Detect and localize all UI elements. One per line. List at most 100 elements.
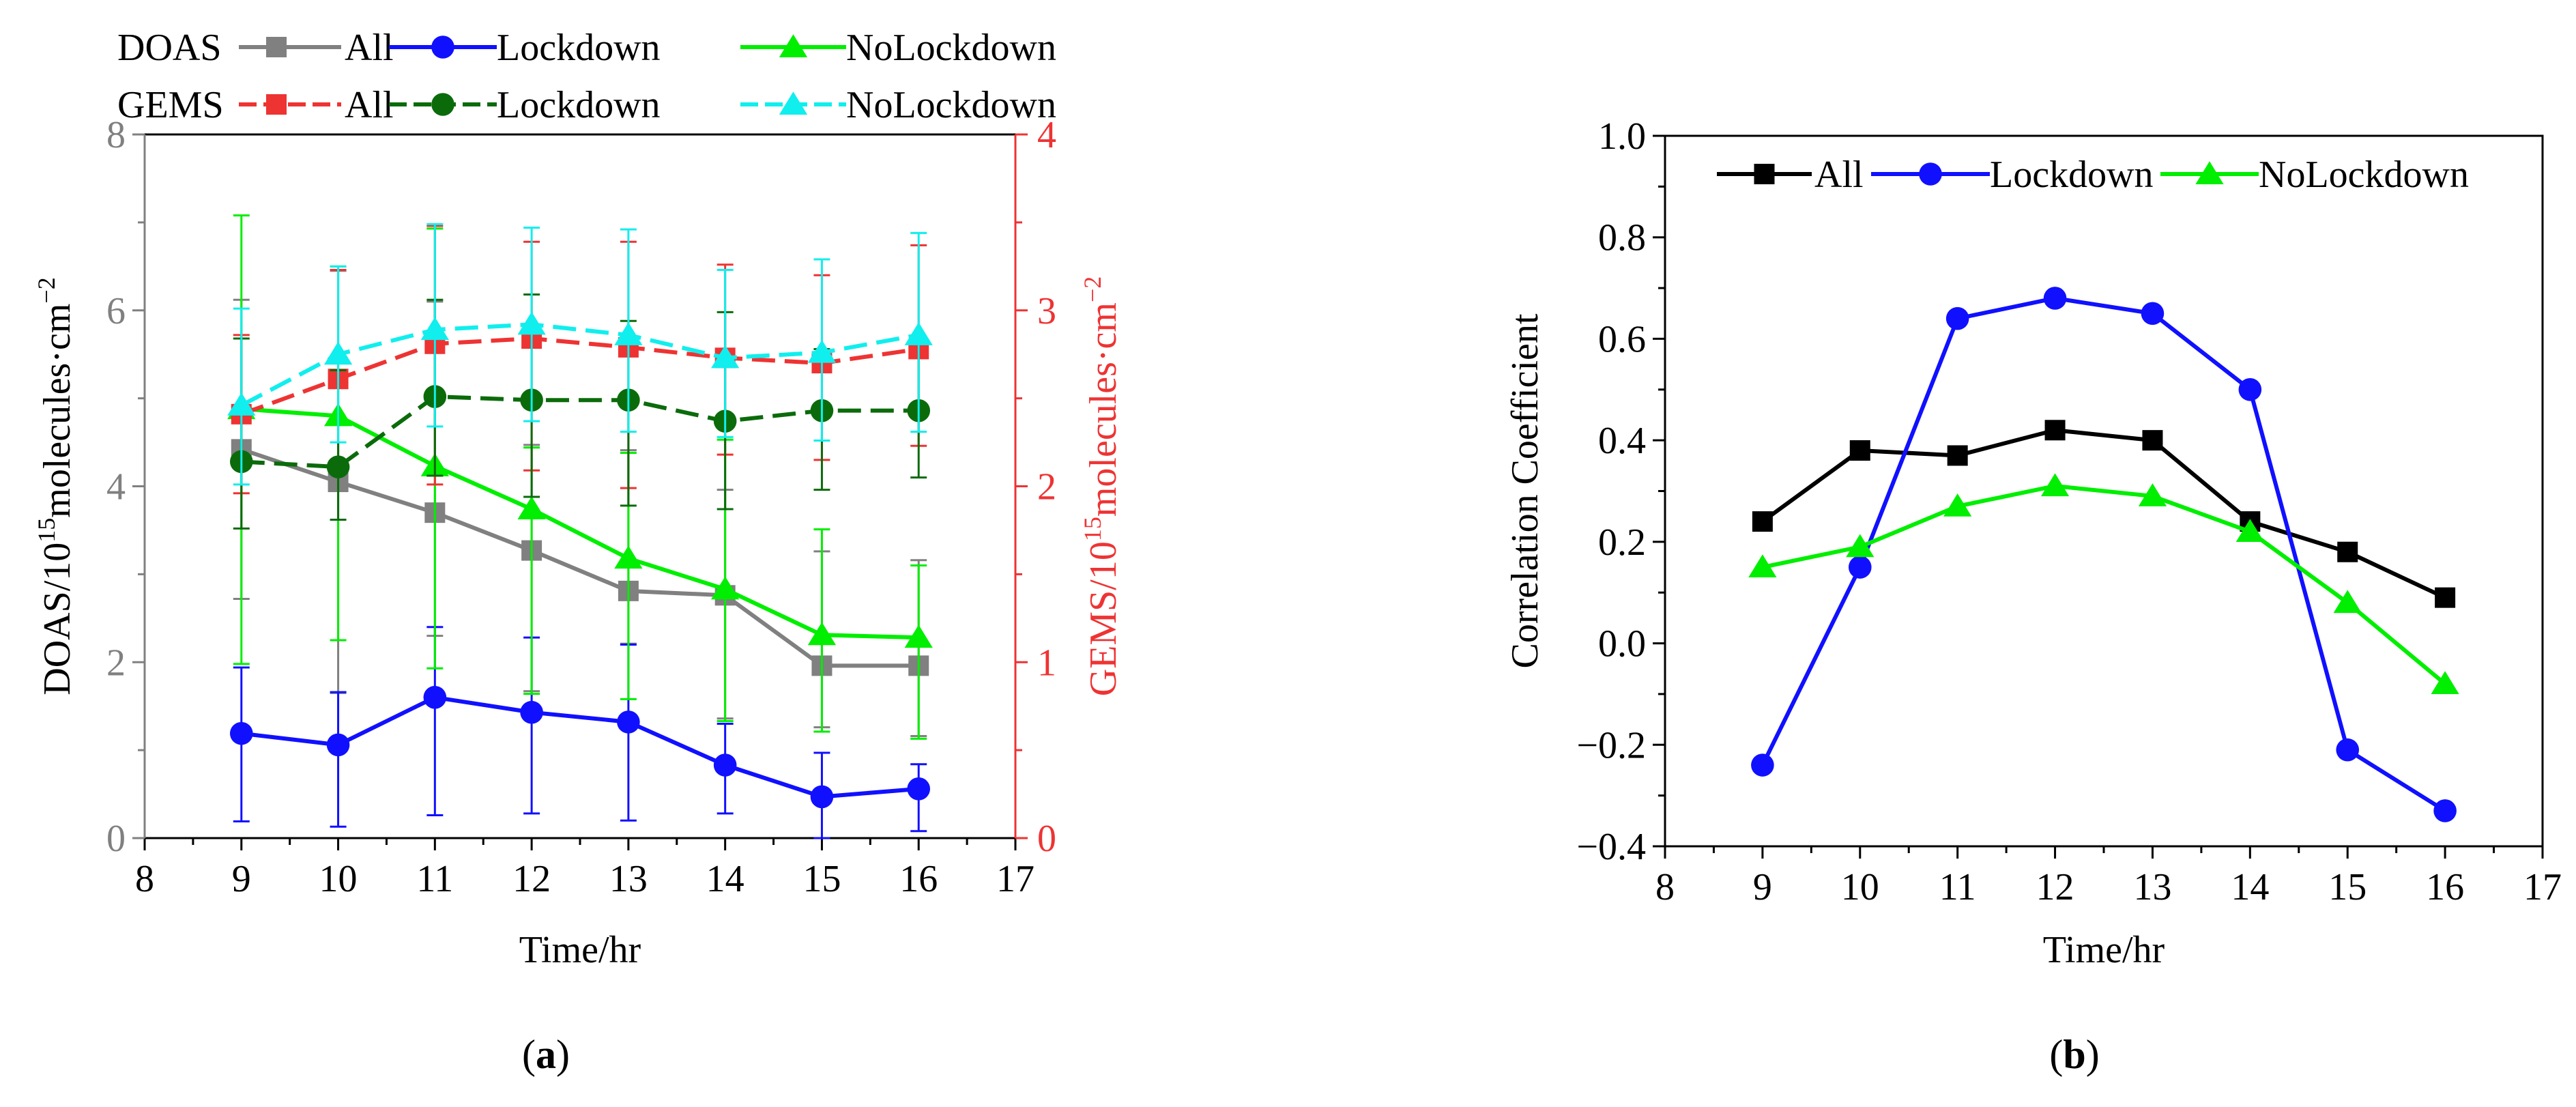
series-nolockdown: [1748, 473, 2459, 695]
left-y-tick-label: 4: [106, 466, 126, 508]
legend: All Lockdown NoLockdown: [1717, 154, 2469, 196]
y-tick-label: 0.2: [1598, 521, 1646, 564]
data-point: [617, 710, 640, 734]
x-tick-label: 14: [706, 858, 744, 900]
data-point: [2043, 287, 2067, 310]
x-tick-label: 11: [1939, 866, 1976, 908]
x-tick-label: 9: [1753, 866, 1772, 908]
data-point: [323, 341, 353, 365]
data-point: [810, 785, 834, 809]
data-point: [907, 777, 931, 801]
data-point: [227, 392, 256, 416]
data-point: [1752, 511, 1773, 532]
legend-marker: [1754, 164, 1775, 184]
x-tick-label: 12: [512, 858, 551, 900]
right-y-axis-title-part: −2: [1079, 276, 1106, 302]
x-tick-label: 11: [416, 858, 453, 900]
legend-label: All: [345, 84, 394, 126]
series-all: [1752, 420, 2456, 608]
legend-label: Lockdown: [1990, 154, 2154, 196]
data-point: [420, 317, 449, 341]
data-point: [1848, 556, 1872, 579]
panel-caption-part: a: [536, 1032, 556, 1077]
y-tick-label: 0.6: [1598, 318, 1646, 360]
legend-label: All: [1814, 154, 1864, 196]
legend: DOAS All Lockdown NoLockdown GEMS All Lockdown…: [117, 27, 1056, 126]
data-point: [326, 733, 350, 757]
x-tick-label: 17: [996, 858, 1034, 900]
legend-label: NoLockdown: [846, 27, 1056, 69]
data-point: [2238, 377, 2262, 401]
x-tick-label: 16: [2426, 866, 2464, 908]
panel-caption-part: (: [522, 1032, 536, 1077]
panel-b-chart: 8 9 10 11 12 13 14 15 16 17 −0.4 −0.2 0.0 0.2 0.4 0.6 0.…: [1504, 115, 2562, 1077]
legend-group-label: DOAS: [117, 27, 221, 69]
y-axis-title: Correlation Coefficient: [1504, 313, 1546, 668]
legend-marker: [266, 94, 287, 115]
data-point: [2040, 473, 2070, 497]
y-tick-label: 0.0: [1598, 623, 1646, 665]
data-point: [614, 322, 643, 345]
y-tick-label: 0.8: [1598, 217, 1646, 259]
left-y-axis-title-part: DOAS/10: [36, 543, 78, 695]
data-point: [2433, 799, 2457, 822]
right-y-axis-title-part: molecules·cm: [1082, 302, 1125, 517]
legend-label: Lockdown: [497, 84, 661, 126]
series-doas-all: [231, 270, 929, 738]
series-line: [1761, 428, 2446, 600]
data-point: [1748, 554, 1777, 578]
x-tick-label: 10: [1841, 866, 1879, 908]
data-point: [2337, 541, 2358, 562]
data-point: [1947, 445, 1968, 466]
left-y-axis-title-part: −2: [33, 277, 60, 303]
x-tick-label: 9: [232, 858, 251, 900]
legend-marker: [779, 34, 808, 57]
data-point: [1849, 440, 1870, 461]
legend-label: All: [345, 27, 394, 69]
right-y-axis-title-part: GEMS/10: [1082, 541, 1125, 696]
data-point: [904, 624, 933, 648]
data-point: [1751, 753, 1774, 777]
data-point: [713, 753, 737, 777]
x-tick-label: 15: [2328, 866, 2367, 908]
data-point: [229, 721, 253, 745]
data-point: [2435, 587, 2456, 608]
data-point: [711, 345, 740, 369]
panel-caption-part: ): [2086, 1032, 2100, 1077]
data-point: [904, 322, 933, 345]
y-tick-label: 0.4: [1598, 420, 1646, 462]
left-y-axis-title-part: 15: [33, 518, 60, 543]
data-point: [2044, 420, 2066, 441]
series-doas-lockdown: [229, 626, 931, 839]
data-point: [807, 622, 837, 646]
data-point: [2141, 302, 2165, 326]
data-point: [2138, 483, 2167, 506]
data-point: [2431, 671, 2459, 695]
legend-marker: [431, 35, 454, 59]
series-line: [240, 447, 919, 668]
legend-label: NoLockdown: [2259, 154, 2469, 196]
x-tick-label: 8: [1655, 866, 1675, 908]
legend-marker: [779, 91, 808, 115]
data-point: [614, 545, 643, 569]
series-line: [241, 407, 919, 640]
data-point: [1846, 534, 1875, 558]
panel-caption: (b): [2049, 1032, 2099, 1077]
x-tick-label: 13: [2133, 866, 2171, 908]
series-line: [1761, 296, 2446, 813]
right-y-axis-title-part: 15: [1079, 517, 1106, 541]
panel-caption-part: b: [2063, 1032, 2085, 1077]
right-y-tick-label: 4: [1037, 114, 1056, 156]
legend-marker: [431, 93, 454, 116]
data-point: [2333, 590, 2362, 614]
x-tick-label: 16: [899, 858, 938, 900]
legend-marker: [1919, 162, 1942, 186]
left-y-tick-label: 6: [106, 290, 126, 332]
left-y-tick-label: 2: [106, 642, 126, 684]
series-line: [241, 394, 919, 470]
series-lockdown: [1751, 287, 2457, 822]
right-y-tick-label: 3: [1037, 290, 1056, 332]
x-tick-label: 14: [2231, 866, 2269, 908]
data-point: [807, 339, 837, 363]
